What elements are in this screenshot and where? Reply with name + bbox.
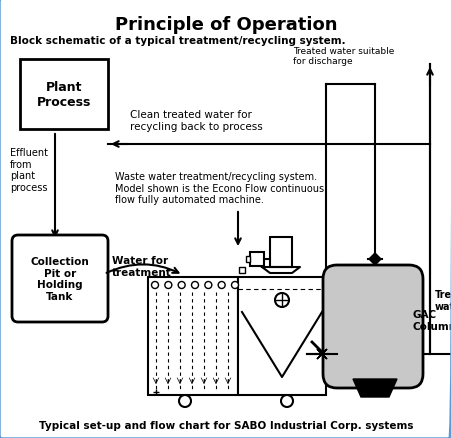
FancyBboxPatch shape bbox=[12, 236, 108, 322]
Circle shape bbox=[204, 282, 212, 289]
Text: Block schematic of a typical treatment/recycling system.: Block schematic of a typical treatment/r… bbox=[10, 36, 345, 46]
Circle shape bbox=[165, 282, 171, 289]
Circle shape bbox=[178, 282, 185, 289]
Text: Treated
water: Treated water bbox=[434, 290, 451, 311]
Circle shape bbox=[179, 395, 191, 407]
FancyBboxPatch shape bbox=[322, 265, 422, 388]
Circle shape bbox=[274, 293, 288, 307]
Text: Water for
treatment: Water for treatment bbox=[112, 255, 171, 277]
Circle shape bbox=[191, 282, 198, 289]
Polygon shape bbox=[262, 267, 299, 273]
Bar bbox=[249, 252, 263, 266]
Text: Plant
Process: Plant Process bbox=[37, 81, 91, 109]
Text: Principle of Operation: Principle of Operation bbox=[115, 16, 336, 34]
Text: Clean treated water for
recycling back to process: Clean treated water for recycling back t… bbox=[130, 110, 262, 131]
Polygon shape bbox=[316, 349, 326, 354]
Text: Waste water treatment/recycling system.
Model shown is the Econo Flow continuous: Waste water treatment/recycling system. … bbox=[115, 172, 323, 205]
Circle shape bbox=[218, 282, 225, 289]
Text: Typical set-up and flow chart for SABO Industrial Corp. systems: Typical set-up and flow chart for SABO I… bbox=[39, 420, 412, 430]
Polygon shape bbox=[316, 354, 326, 359]
Circle shape bbox=[151, 282, 158, 289]
Bar bbox=[239, 267, 244, 273]
Polygon shape bbox=[352, 379, 396, 397]
Text: Collection
Pit or
Holding
Tank: Collection Pit or Holding Tank bbox=[31, 257, 89, 301]
Polygon shape bbox=[368, 254, 380, 265]
Bar bbox=[245, 256, 249, 262]
Circle shape bbox=[281, 395, 292, 407]
Bar bbox=[147, 277, 238, 395]
Bar bbox=[269, 237, 291, 267]
Circle shape bbox=[231, 282, 238, 289]
Bar bbox=[20, 60, 108, 130]
Text: Treated water suitable
for discharge: Treated water suitable for discharge bbox=[292, 47, 394, 66]
Text: GAC
Column: GAC Column bbox=[412, 309, 451, 331]
Bar bbox=[238, 277, 325, 395]
Text: Effluent
from
plant
process: Effluent from plant process bbox=[10, 148, 48, 192]
